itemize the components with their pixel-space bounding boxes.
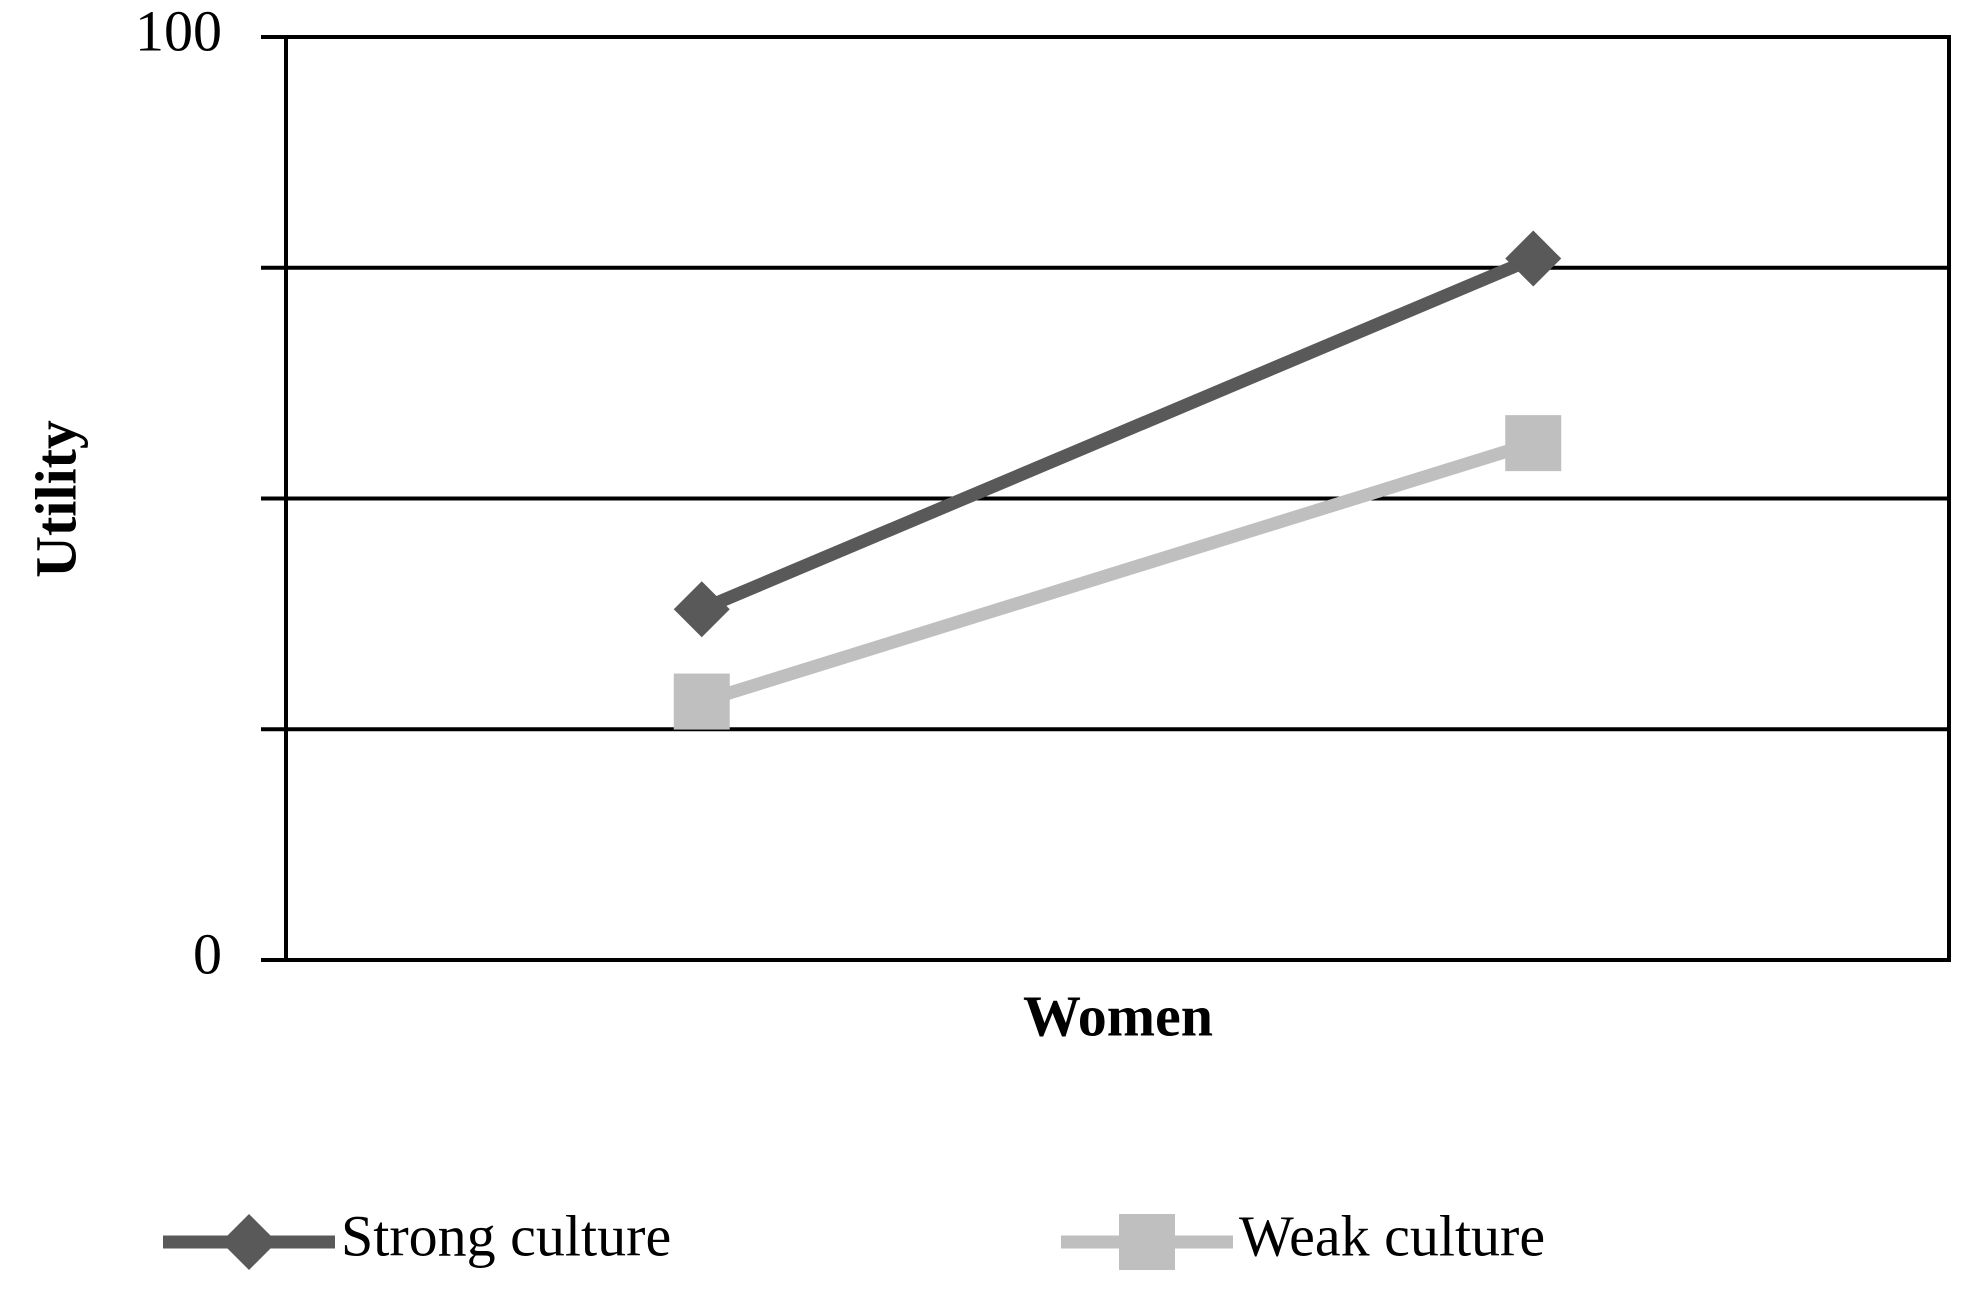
y-tick-label: 100: [135, 0, 222, 63]
legend-marker: [221, 1214, 277, 1270]
series-line: [699, 252, 1536, 616]
data-point: [673, 581, 730, 638]
y-axis-label: Utility: [23, 420, 88, 578]
data-point: [1505, 230, 1562, 287]
plot-frame: [284, 35, 1951, 962]
series-line: [699, 436, 1536, 708]
y-tick-label: 0: [193, 921, 222, 986]
legend-label: Strong culture: [341, 1203, 671, 1268]
data-point: [673, 673, 730, 730]
x-axis-label: Women: [1023, 983, 1213, 1048]
legend-marker: [1119, 1214, 1175, 1270]
data-point: [1505, 415, 1562, 472]
legend-label: Weak culture: [1239, 1203, 1545, 1268]
